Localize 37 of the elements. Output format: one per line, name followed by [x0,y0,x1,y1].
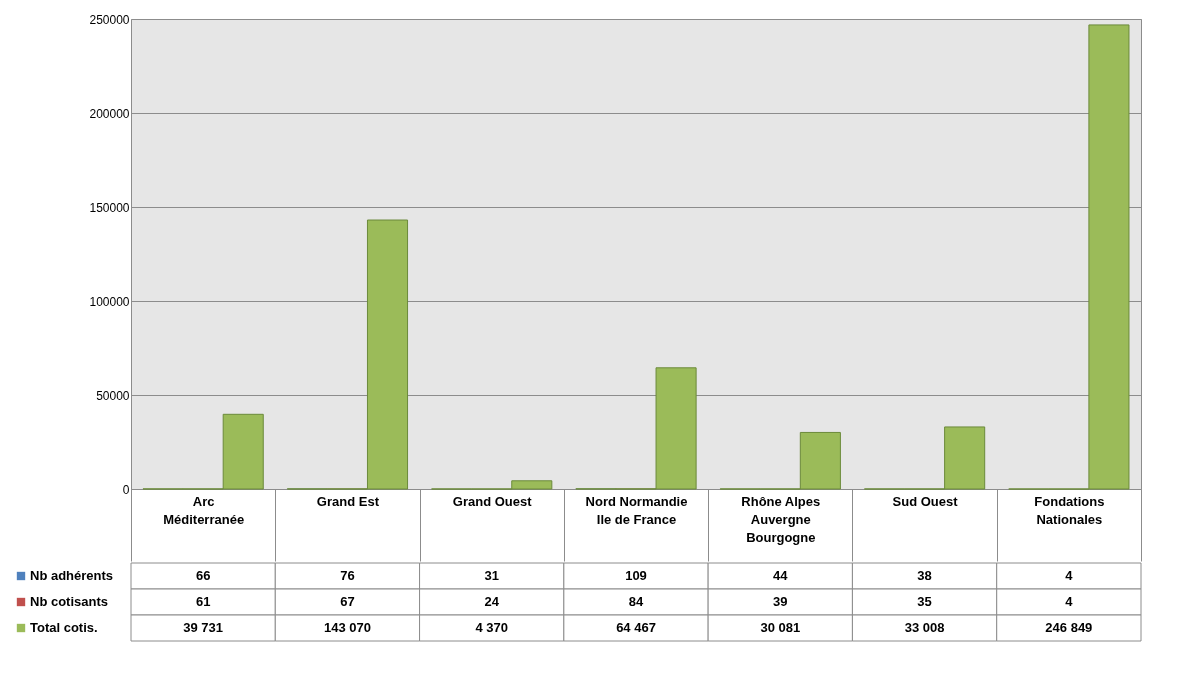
data-label: 39 [773,594,788,609]
legend-label: Nb cotisants [30,594,109,609]
y-tick-label: 100000 [89,294,130,309]
x-tick-label: Nord Normandie Ile de France [585,493,688,527]
data-label: 44 [773,568,789,583]
y-tick-label: 150000 [89,200,130,215]
data-label: 246 849 [1045,620,1093,635]
data-label: 39 731 [183,620,224,635]
legend-label: Total cotis. [30,620,98,635]
x-tick-label: Sud Ouest [892,493,959,509]
data-label: 64 467 [616,620,656,635]
data-label: 35 [917,594,932,609]
data-label: 84 [628,594,644,609]
x-tick-label: Grand Est [316,493,380,509]
x-tick-label: Arc Méditerranée [163,493,245,527]
y-tick-label: 250000 [89,12,130,27]
data-label: 4 [1065,568,1074,583]
x-tick-label: Grand Ouest [452,493,533,509]
data-label: 4 [1065,594,1074,609]
data-label: 38 [917,568,932,583]
data-label: 67 [340,594,355,609]
legend-label: Nb adhérents [30,568,114,583]
data-label: 30 081 [760,620,801,635]
data-label: 61 [195,594,211,609]
data-label: 4 370 [475,620,508,635]
data-label: 109 [625,568,647,583]
data-label: 33 008 [904,620,945,635]
data-label: 31 [484,568,499,583]
data-label: 143 070 [323,620,371,635]
x-tick-label: Fondations Nationales [1034,493,1105,527]
y-tick-label: 200000 [89,106,130,121]
data-label: 76 [340,568,355,583]
data-label: 66 [195,568,211,583]
data-label: 24 [484,594,500,609]
y-tick-label: 0 [122,482,130,497]
x-tick-label: Rhône Alpes Auvergne Bourgogne [741,493,821,545]
y-tick-label: 50000 [96,388,130,403]
